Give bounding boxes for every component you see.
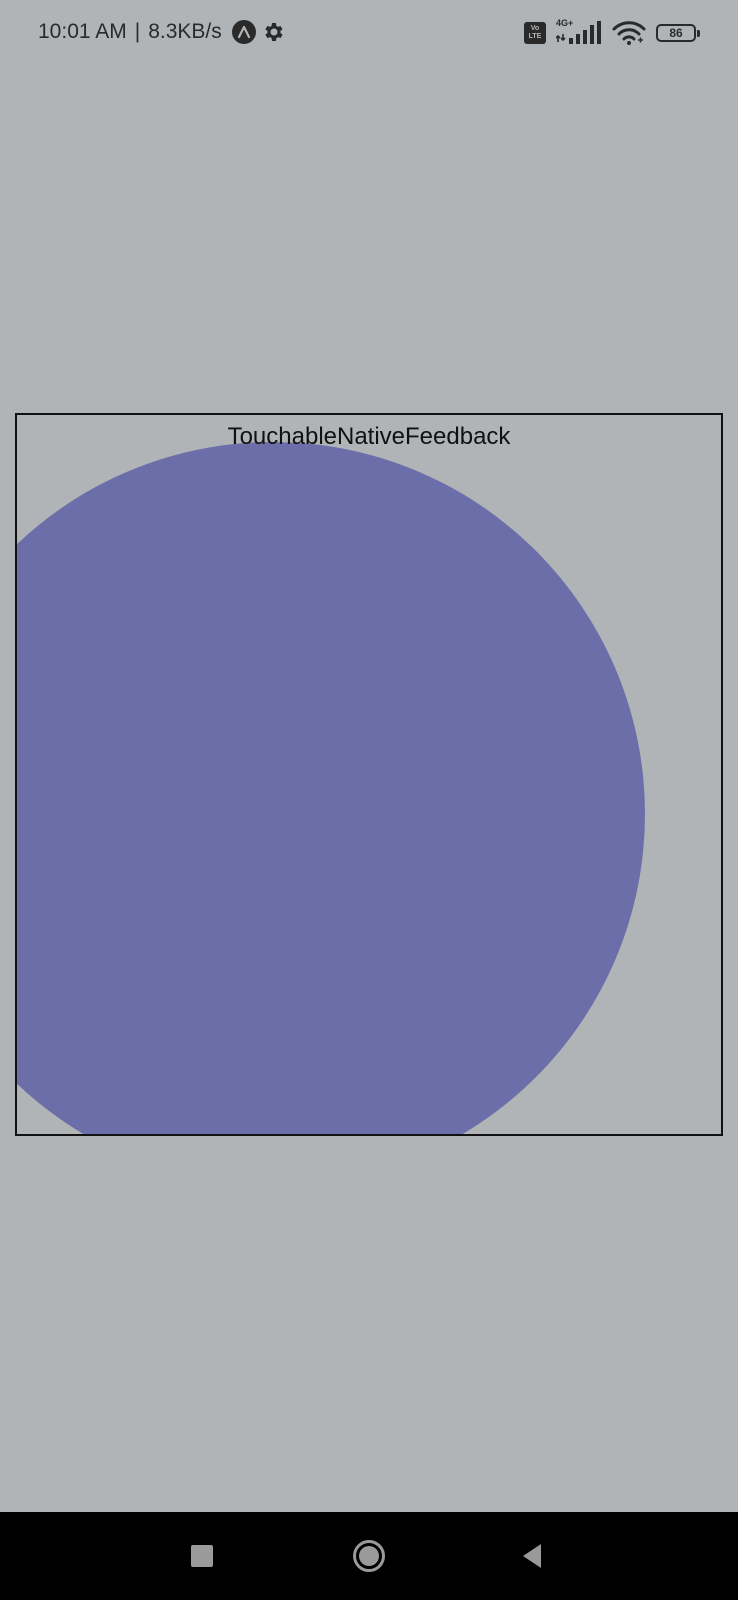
battery-icon: 86 <box>656 24 696 42</box>
app-notification-icon <box>232 20 256 44</box>
recents-button[interactable] <box>158 1512 246 1600</box>
wifi-icon <box>612 20 646 46</box>
status-bar: 10:01 AM | 8.3KB/s Vo LTE 4G+ <box>0 0 738 66</box>
status-time: 10:01 AM <box>38 20 127 44</box>
home-circle-icon <box>353 1540 385 1572</box>
volte-icon: Vo LTE <box>524 22 546 44</box>
settings-gear-icon <box>262 20 286 44</box>
home-circle-inner <box>359 1546 379 1566</box>
volte-bottom-label: LTE <box>524 33 546 41</box>
touchable-label: TouchableNativeFeedback <box>17 423 721 451</box>
volte-top-label: Vo <box>524 25 546 33</box>
back-button[interactable] <box>488 1512 576 1600</box>
back-triangle-icon <box>519 1542 545 1570</box>
navigation-bar <box>0 1512 738 1600</box>
battery-level: 86 <box>669 26 682 40</box>
home-button[interactable] <box>325 1512 413 1600</box>
status-separator: | <box>133 20 142 44</box>
recents-square-icon <box>191 1545 213 1567</box>
ripple-effect <box>15 442 645 1136</box>
status-left: 10:01 AM | 8.3KB/s <box>38 17 286 47</box>
cellular-signal-icon: 4G+ <box>556 20 602 46</box>
status-right: Vo LTE 4G+ 86 <box>524 18 696 48</box>
touchable-native-feedback-area[interactable]: TouchableNativeFeedback <box>15 413 723 1136</box>
network-speed: 8.3KB/s <box>148 20 222 44</box>
